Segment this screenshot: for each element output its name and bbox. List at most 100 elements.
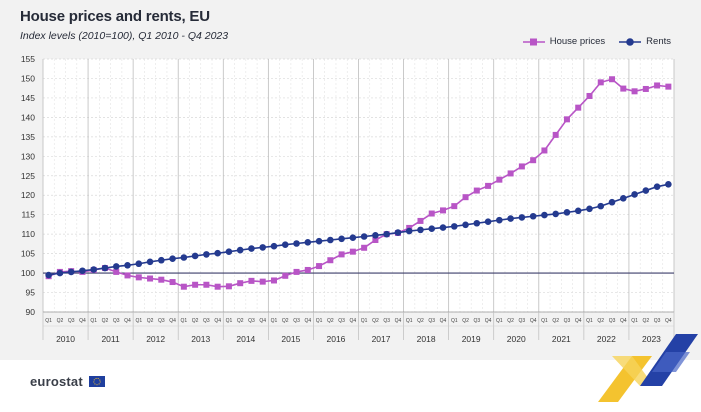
data-point-rents bbox=[124, 261, 131, 269]
x-tick-label-year: 2018 bbox=[417, 334, 436, 344]
x-tick-label-quarter: Q2 bbox=[237, 318, 244, 324]
data-point-rents bbox=[665, 181, 672, 188]
x-tick-label-quarter: Q2 bbox=[282, 318, 289, 324]
data-point-rents bbox=[597, 202, 605, 210]
data-point-rents bbox=[518, 214, 526, 221]
x-tick-label-quarter: Q4 bbox=[259, 318, 266, 324]
data-point-house-prices bbox=[158, 276, 165, 283]
data-point-rents bbox=[169, 255, 176, 262]
x-tick-label-year: 2021 bbox=[552, 334, 571, 344]
x-tick-label-quarter: Q4 bbox=[575, 318, 582, 324]
x-tick-label-quarter: Q4 bbox=[214, 318, 221, 324]
y-tick-label: 155 bbox=[21, 54, 35, 64]
data-point-rents bbox=[462, 221, 469, 229]
data-point-house-prices bbox=[316, 263, 323, 270]
x-tick-label-year: 2017 bbox=[372, 334, 391, 344]
data-point-rents bbox=[214, 249, 221, 257]
data-point-rents bbox=[146, 258, 154, 266]
y-tick-label: 150 bbox=[21, 73, 35, 83]
data-point-rents bbox=[372, 232, 379, 239]
x-tick-label-quarter: Q3 bbox=[428, 318, 435, 324]
y-tick-label: 90 bbox=[26, 307, 36, 317]
data-point-house-prices bbox=[563, 116, 570, 123]
x-tick-label-quarter: Q3 bbox=[248, 318, 255, 324]
data-point-house-prices bbox=[192, 281, 199, 288]
data-point-house-prices bbox=[518, 163, 525, 170]
x-tick-label-quarter: Q4 bbox=[440, 318, 447, 324]
x-tick-label-quarter: Q4 bbox=[485, 318, 492, 324]
y-tick-label: 120 bbox=[21, 190, 35, 200]
data-point-house-prices bbox=[642, 85, 649, 92]
data-point-house-prices bbox=[327, 257, 334, 264]
x-tick-label-quarter: Q1 bbox=[451, 318, 458, 324]
data-point-rents bbox=[496, 216, 503, 224]
x-tick-label-year: 2010 bbox=[56, 334, 75, 344]
data-point-house-prices bbox=[169, 279, 176, 286]
y-tick-label: 140 bbox=[21, 112, 35, 122]
data-point-house-prices bbox=[338, 251, 345, 258]
data-point-house-prices bbox=[665, 83, 672, 90]
square-marker-icon bbox=[522, 38, 545, 45]
x-tick-label-quarter: Q1 bbox=[135, 318, 142, 324]
data-point-rents bbox=[101, 264, 109, 272]
data-point-rents bbox=[236, 246, 244, 254]
x-tick-label-quarter: Q2 bbox=[57, 318, 64, 324]
data-point-rents bbox=[586, 205, 593, 213]
data-point-house-prices bbox=[496, 176, 503, 183]
data-point-house-prices bbox=[349, 248, 356, 255]
x-tick-label-quarter: Q3 bbox=[654, 318, 661, 324]
x-tick-label-quarter: Q1 bbox=[496, 318, 503, 324]
data-point-rents bbox=[450, 223, 458, 230]
data-point-house-prices bbox=[631, 88, 638, 95]
x-tick-label-quarter: Q4 bbox=[665, 318, 672, 324]
data-point-house-prices bbox=[620, 85, 627, 92]
data-point-rents bbox=[45, 271, 52, 279]
data-point-rents bbox=[327, 236, 334, 244]
data-point-rents bbox=[67, 268, 75, 276]
data-point-house-prices bbox=[428, 210, 435, 217]
x-tick-label-quarter: Q3 bbox=[564, 318, 571, 324]
y-tick-label: 105 bbox=[21, 249, 35, 259]
data-point-rents bbox=[405, 227, 413, 235]
data-point-house-prices bbox=[270, 277, 277, 284]
data-point-rents bbox=[248, 245, 255, 252]
data-point-house-prices bbox=[541, 147, 548, 154]
x-tick-label-year: 2014 bbox=[236, 334, 255, 344]
x-tick-label-quarter: Q3 bbox=[473, 318, 480, 324]
data-point-rents bbox=[203, 251, 210, 258]
data-point-house-prices bbox=[552, 131, 559, 138]
x-tick-label-year: 2020 bbox=[507, 334, 526, 344]
data-point-rents bbox=[281, 241, 289, 248]
data-point-rents bbox=[180, 254, 188, 261]
x-tick-label-quarter: Q2 bbox=[327, 318, 334, 324]
data-point-rents bbox=[428, 225, 436, 233]
x-tick-label-quarter: Q3 bbox=[293, 318, 300, 324]
x-tick-label-year: 2015 bbox=[281, 334, 300, 344]
circle-marker-icon bbox=[619, 37, 642, 46]
data-point-rents bbox=[112, 263, 120, 270]
x-tick-label-quarter: Q3 bbox=[519, 318, 526, 324]
data-point-rents bbox=[360, 233, 368, 240]
data-point-house-prices bbox=[135, 274, 142, 281]
x-tick-label-quarter: Q3 bbox=[158, 318, 165, 324]
data-point-rents bbox=[473, 219, 481, 227]
x-tick-label-quarter: Q3 bbox=[609, 318, 616, 324]
data-point-house-prices bbox=[372, 236, 379, 243]
x-tick-label-year: 2012 bbox=[146, 334, 165, 344]
data-point-house-prices bbox=[530, 157, 537, 164]
x-tick-label-quarter: Q4 bbox=[79, 318, 86, 324]
data-point-house-prices bbox=[248, 277, 255, 284]
data-point-rents bbox=[563, 209, 571, 216]
x-tick-label-quarter: Q4 bbox=[169, 318, 176, 324]
x-tick-label-quarter: Q2 bbox=[192, 318, 199, 324]
x-tick-label-quarter: Q2 bbox=[462, 318, 469, 324]
data-point-house-prices bbox=[214, 283, 221, 290]
data-point-house-prices bbox=[575, 104, 582, 111]
data-point-rents bbox=[383, 230, 390, 238]
data-point-house-prices bbox=[597, 79, 604, 86]
data-point-house-prices bbox=[417, 217, 424, 224]
y-tick-label: 95 bbox=[26, 288, 36, 298]
x-tick-label-quarter: Q3 bbox=[113, 318, 120, 324]
